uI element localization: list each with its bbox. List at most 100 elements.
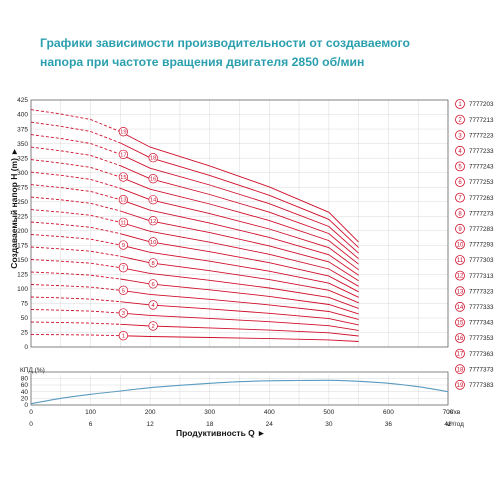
legend-label-17: 7777363 <box>469 351 494 358</box>
curve-label-circle-16 <box>148 174 158 184</box>
legend-item-13: 13 7777323 <box>455 286 494 297</box>
curve-label-circle-3 <box>118 308 129 318</box>
curve-label-9: 9 <box>118 240 129 250</box>
curve-15-dashed <box>30 159 121 178</box>
legend-marker-10 <box>455 239 465 250</box>
legend-number-7: 7 <box>458 196 462 202</box>
curve-label-circle-13 <box>118 195 129 205</box>
legend-number-14: 14 <box>457 305 464 311</box>
legend-label-14: 7777333 <box>469 304 494 311</box>
curve-2-dashed <box>30 321 121 325</box>
legend-number-18: 18 <box>457 367 464 373</box>
legend-item-18: 18 7777373 <box>455 364 494 375</box>
curve-label-13: 13 <box>118 195 129 205</box>
curve-label-19: 19 <box>118 127 129 137</box>
curve-label-circle-15 <box>118 172 129 182</box>
legend-label-16: 7777353 <box>469 335 494 342</box>
curve-5-solid <box>120 289 359 320</box>
legend-label-9: 7777283 <box>469 226 494 233</box>
legend-marker-17 <box>455 348 465 359</box>
legend-marker-14 <box>455 301 465 312</box>
legend-label-2: 7777213 <box>469 117 494 124</box>
curve-label-circle-12 <box>148 216 158 226</box>
curve-label-circle-17 <box>118 149 129 159</box>
eff-y-tick-0: 0 <box>24 402 28 409</box>
curve-label-circle-9 <box>118 240 129 250</box>
x-tick-m3h-30: 30 <box>325 421 333 428</box>
efficiency-y-axis-label: КПД (%) <box>20 367 45 374</box>
x-tick-lpm-200: 200 <box>145 409 156 416</box>
curve-1-dashed <box>30 334 121 337</box>
x-tick-m3h-36: 36 <box>385 421 393 428</box>
curve-10-dashed <box>30 221 121 235</box>
curve-3-solid <box>120 312 359 331</box>
head-y-tick-300: 300 <box>17 170 28 177</box>
legend-item-16: 16 7777353 <box>455 333 494 343</box>
x-tick-m3h-6: 6 <box>89 421 93 428</box>
curve-label-18: 18 <box>148 153 158 163</box>
curve-label-16: 16 <box>148 174 158 184</box>
legend-marker-7 <box>455 192 465 203</box>
curve-label-text-12: 12 <box>150 219 156 225</box>
legend-item-10: 10 7777293 <box>455 239 494 250</box>
curve-label-circle-19 <box>118 127 129 137</box>
legend-label-6: 7777253 <box>469 179 494 186</box>
curve-label-text-15: 15 <box>120 175 126 181</box>
legend-item-19: 19 7777383 <box>455 379 494 390</box>
legend-item-9: 9 7777283 <box>455 223 494 234</box>
legend-number-1: 1 <box>458 102 462 108</box>
legend-number-2: 2 <box>458 118 462 124</box>
curve-7-dashed <box>30 259 121 269</box>
curve-label-6: 6 <box>148 279 158 289</box>
efficiency-curve <box>30 379 449 405</box>
eff-y-tick-60: 60 <box>21 382 29 389</box>
legend-label-1: 7777203 <box>469 101 494 108</box>
chart-title-line-2: напора при частоте вращения двигателя 28… <box>40 55 365 69</box>
curve-label-2: 2 <box>148 321 158 331</box>
curve-18-solid <box>120 142 359 248</box>
legend-item-6: 6 7777253 <box>455 177 494 187</box>
x-tick-lpm-0: 0 <box>29 409 33 416</box>
curve-12-solid <box>120 210 359 282</box>
head-y-tick-150: 150 <box>17 257 28 264</box>
x-unit-lpm: л/хв <box>448 409 461 416</box>
legend-item-4: 4 7777233 <box>455 145 494 156</box>
head-y-tick-350: 350 <box>17 141 28 148</box>
legend-marker-5 <box>455 161 465 172</box>
head-y-tick-175: 175 <box>17 242 28 249</box>
curve-9-dashed <box>30 234 121 246</box>
curve-label-circle-10 <box>148 237 158 247</box>
legend-number-11: 11 <box>457 258 464 264</box>
curve-11-dashed <box>30 209 121 223</box>
legend-number-4: 4 <box>458 149 462 155</box>
legend-item-14: 14 7777333 <box>455 301 494 312</box>
head-y-tick-labels: 0 25 50 75 100 125 150 175 200 225 250 275 300 325 350… <box>17 97 28 351</box>
curve-label-circle-6 <box>148 279 158 289</box>
curve-label-8: 8 <box>148 258 158 268</box>
curve-14-solid <box>120 187 359 271</box>
x-tick-lpm-400: 400 <box>264 409 275 416</box>
head-y-tick-50: 50 <box>21 315 29 322</box>
curve-label-text-16: 16 <box>150 177 156 183</box>
x-tick-lpm-600: 600 <box>383 409 394 416</box>
curve-label-14: 14 <box>148 195 158 205</box>
head-y-tick-400: 400 <box>17 112 28 119</box>
curve-17-dashed <box>30 134 121 155</box>
legend-number-19: 19 <box>457 383 464 389</box>
legend-label-5: 7777243 <box>469 164 494 171</box>
curve-label-text-19: 19 <box>120 130 126 136</box>
curve-label-text-3: 3 <box>122 311 125 317</box>
legend-label-4: 7777233 <box>469 148 494 155</box>
curve-label-text-18: 18 <box>150 156 156 162</box>
legend-item-3: 3 7777223 <box>455 130 494 141</box>
curve-9-solid <box>120 244 359 298</box>
curve-label-12: 12 <box>148 216 158 226</box>
legend-number-13: 13 <box>457 289 464 295</box>
legend-label-8: 7777273 <box>469 210 494 217</box>
curve-4-solid <box>120 301 359 326</box>
curve-18-dashed <box>30 121 121 144</box>
curve-label-4: 4 <box>148 300 158 310</box>
curve-6-solid <box>120 278 359 315</box>
